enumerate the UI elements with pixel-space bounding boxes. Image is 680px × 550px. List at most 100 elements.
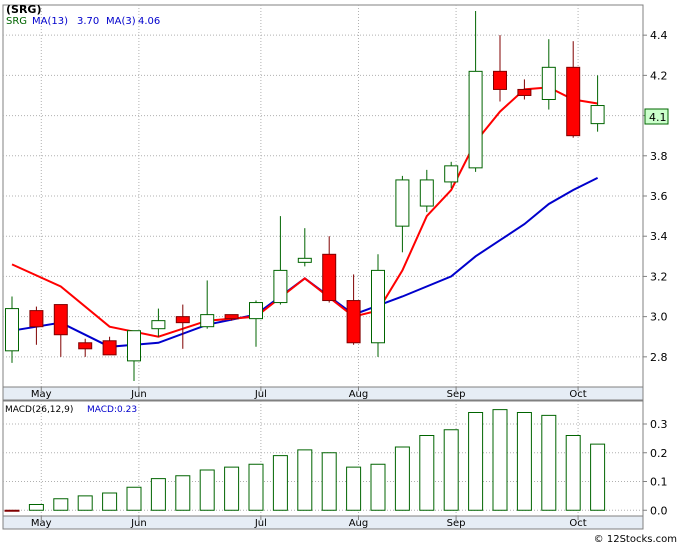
candle-body-down [29,310,44,328]
macd-x-tick-label: May [31,518,52,529]
candles [5,11,605,381]
candle [346,274,361,345]
macd-bar [443,429,459,511]
candle-body-down [224,314,239,320]
candle [175,304,190,349]
candle-body-down [346,300,361,344]
price-x-axis: May Jun Jul Aug Sep Oct [31,387,587,400]
candle-body-up [273,269,288,304]
macd-bar [321,452,337,511]
macd-x-tick-label: Jul [254,518,267,529]
macd-x-tick-label: Oct [569,518,586,529]
ma3-value: 4.06 [138,16,160,27]
candle [468,11,483,172]
candle [29,306,44,345]
candle [371,254,385,357]
price-legend: (SRG) MA(13) 3.70 MA(3) 4.06 SRG [6,3,160,27]
macd-x-axis: May Jun Jul Aug Sep Oct [31,516,587,529]
macd-bar [346,466,362,511]
price-y-tick-label: 4.4 [650,29,668,42]
macd-bar [4,509,20,512]
candle [590,75,605,132]
price-x-axis-band [2,386,644,401]
candle-body-down [78,342,93,350]
candle [566,41,581,138]
macd-y-tick-label: 0.0 [650,504,668,517]
price-y-tick-label: 3.2 [650,270,668,283]
macd-bar [370,463,386,511]
macd-bar [248,463,264,511]
candle-body-down [53,304,68,336]
price-y-tick-label: 3.6 [650,190,668,203]
macd-y-axis: 0.0 0.1 0.2 0.3 [643,418,668,517]
candle-body-up [395,179,410,227]
macd-bar [419,435,435,511]
macd-x-axis-band [2,515,644,530]
price-y-tick-label: 4.2 [650,69,668,82]
candle-body-up [541,66,556,100]
candle-body-up [151,320,166,330]
macd-bar [53,498,69,511]
macd-label: MACD(26,12,9) [5,405,73,415]
candle [102,336,117,356]
candle-body-up [371,269,385,344]
candle [541,39,556,110]
macd-bar [199,469,215,511]
macd-bar [541,414,557,511]
ma13-value: 3.70 [77,16,99,27]
watermark: © 12Stocks.com [594,534,677,545]
macd-y-tick-label: 0.2 [650,447,668,460]
candle-body-down [102,340,117,356]
macd-bar [516,412,532,511]
candle-body-down [566,66,581,137]
macd-x-tick-label: Jun [130,518,147,529]
last-price-tag-box [644,108,669,125]
candle-body-up [468,70,483,169]
macd-bar [590,443,606,511]
candle [322,236,337,303]
macd-value-label: MACD:0.23 [87,405,137,415]
last-price-tag: 4.1 [644,108,669,125]
candle-body-up [297,257,312,263]
legend-symbol-small: SRG [6,16,27,27]
candle [517,79,532,100]
candle-body-up [200,314,215,328]
last-price-tag-text: 4.1 [649,111,667,124]
candle-body-up [419,179,434,207]
candle-body-up [590,105,605,125]
macd-bar [224,466,240,511]
macd-x-tick-label: Sep [447,518,466,529]
macd-bar [150,478,166,511]
macd-panel: 0.0 0.1 0.2 0.3 May Jun Jul Aug Sep Oct MACD(26,… [2,400,668,530]
ma13-label: MA(13) [32,16,68,27]
price-y-tick-label: 3.0 [650,311,668,324]
price-y-tick-label: 3.4 [650,230,668,243]
candle [5,296,19,363]
symbol-label: (SRG) [6,3,41,16]
candle-body-up [444,165,459,183]
candle [297,228,312,267]
candle-body-down [322,253,337,302]
macd-bar [28,504,44,511]
price-panel: 2.83.03.23.43.63.84.04.24.4 MayJunJulAug… [2,3,669,401]
candle [78,338,93,357]
macd-bar [565,435,581,511]
candle-body-down [175,316,190,324]
candle [53,304,68,357]
price-x-tick-label: Sep [447,389,466,400]
candle [273,216,288,305]
macd-x-tick-label: Aug [349,518,369,529]
ma3-label: MA(3) [106,16,136,27]
macd-bars [4,409,606,512]
candle [444,161,459,188]
macd-bar [175,475,191,511]
macd-bar [102,492,118,511]
price-y-tick-label: 2.8 [650,351,668,364]
price-x-tick-label: Oct [569,389,586,400]
candle [151,308,166,337]
candle [224,314,239,321]
candle-body-down [517,88,532,96]
candle [395,175,410,253]
macd-y-tick-label: 0.3 [650,418,668,431]
